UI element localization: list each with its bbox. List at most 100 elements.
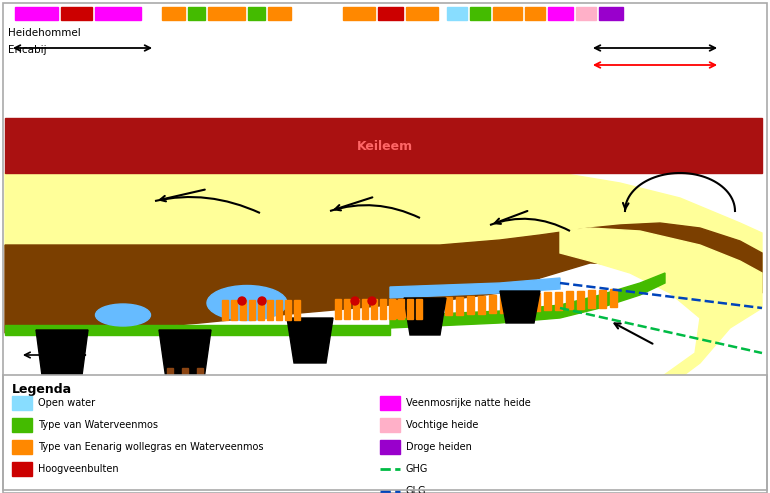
Polygon shape xyxy=(5,325,390,335)
Bar xyxy=(276,300,282,320)
Bar xyxy=(371,299,377,319)
Bar xyxy=(61,7,92,20)
Bar xyxy=(407,299,413,319)
Bar xyxy=(610,289,617,307)
Bar xyxy=(544,292,551,310)
Bar xyxy=(548,7,573,20)
Bar xyxy=(267,300,273,320)
Polygon shape xyxy=(5,223,762,333)
Bar xyxy=(456,297,463,315)
Polygon shape xyxy=(390,278,560,298)
Bar xyxy=(248,7,265,20)
Bar xyxy=(599,289,606,308)
Bar xyxy=(240,300,246,320)
Bar xyxy=(423,298,430,317)
Ellipse shape xyxy=(207,285,287,320)
Circle shape xyxy=(37,381,47,391)
Bar xyxy=(434,298,441,316)
Text: GLG: GLG xyxy=(406,486,427,493)
Bar xyxy=(500,294,507,313)
Bar xyxy=(447,7,467,20)
Bar xyxy=(577,291,584,309)
Bar xyxy=(222,300,228,320)
Bar xyxy=(182,368,188,390)
Polygon shape xyxy=(5,173,762,278)
Bar xyxy=(258,300,264,320)
Bar xyxy=(525,7,545,20)
Bar xyxy=(5,118,762,173)
Bar xyxy=(12,440,32,454)
Text: Type van Waterveenmos: Type van Waterveenmos xyxy=(38,420,158,430)
Bar xyxy=(231,300,237,320)
Bar xyxy=(412,299,419,317)
Bar xyxy=(208,7,245,20)
Text: GHG: GHG xyxy=(406,464,428,474)
Text: Vochtige heide: Vochtige heide xyxy=(406,420,478,430)
Bar xyxy=(380,396,400,410)
Text: Droge heiden: Droge heiden xyxy=(406,442,472,452)
Bar xyxy=(566,291,573,309)
Circle shape xyxy=(156,389,184,417)
Bar xyxy=(380,299,386,319)
Bar xyxy=(285,300,291,320)
Bar xyxy=(378,7,403,20)
Bar xyxy=(35,382,89,388)
Bar xyxy=(249,300,255,320)
Text: Veenmosrijke natte heide: Veenmosrijke natte heide xyxy=(406,398,531,408)
Circle shape xyxy=(368,297,376,305)
Text: Ericabij: Ericabij xyxy=(8,45,47,55)
Bar xyxy=(380,440,400,454)
Circle shape xyxy=(63,381,73,391)
Polygon shape xyxy=(500,291,540,323)
Circle shape xyxy=(186,389,214,417)
Bar xyxy=(362,299,368,319)
Circle shape xyxy=(50,381,60,391)
Bar xyxy=(188,7,205,20)
Text: Open water: Open water xyxy=(38,398,95,408)
Bar xyxy=(353,299,359,319)
Polygon shape xyxy=(390,273,665,328)
Polygon shape xyxy=(36,330,88,383)
Bar xyxy=(489,295,496,313)
Circle shape xyxy=(171,389,199,417)
Bar xyxy=(12,418,32,432)
Text: Type van Eenarig wollegras en Waterveenmos: Type van Eenarig wollegras en Waterveenm… xyxy=(38,442,263,452)
Text: Heidehommel: Heidehommel xyxy=(8,28,81,38)
Circle shape xyxy=(238,297,246,305)
Bar xyxy=(12,462,32,476)
Ellipse shape xyxy=(95,304,150,326)
Circle shape xyxy=(258,297,266,305)
Bar xyxy=(478,296,485,314)
Bar xyxy=(445,297,452,315)
Bar xyxy=(268,7,291,20)
Polygon shape xyxy=(560,228,762,413)
Bar xyxy=(294,300,300,320)
Bar xyxy=(390,300,397,318)
Bar xyxy=(12,396,32,410)
Bar xyxy=(598,7,623,20)
Text: Keileem: Keileem xyxy=(357,140,413,152)
Bar xyxy=(197,368,203,390)
Bar xyxy=(416,299,422,319)
Bar xyxy=(575,7,595,20)
Bar xyxy=(380,418,400,432)
Bar xyxy=(167,368,173,390)
Bar xyxy=(467,296,474,314)
Circle shape xyxy=(75,381,85,391)
Bar xyxy=(389,299,395,319)
Bar xyxy=(555,292,562,310)
Bar xyxy=(493,7,522,20)
Bar xyxy=(335,299,341,319)
Bar xyxy=(343,7,375,20)
Bar xyxy=(401,299,408,317)
Bar xyxy=(470,7,490,20)
Bar xyxy=(533,293,540,311)
Text: Hoogveenbulten: Hoogveenbulten xyxy=(38,464,119,474)
Bar xyxy=(3,375,767,493)
Bar xyxy=(522,293,529,312)
Circle shape xyxy=(351,297,359,305)
Bar xyxy=(588,290,595,308)
Bar xyxy=(344,299,350,319)
Bar xyxy=(511,294,518,312)
Bar xyxy=(95,7,141,20)
